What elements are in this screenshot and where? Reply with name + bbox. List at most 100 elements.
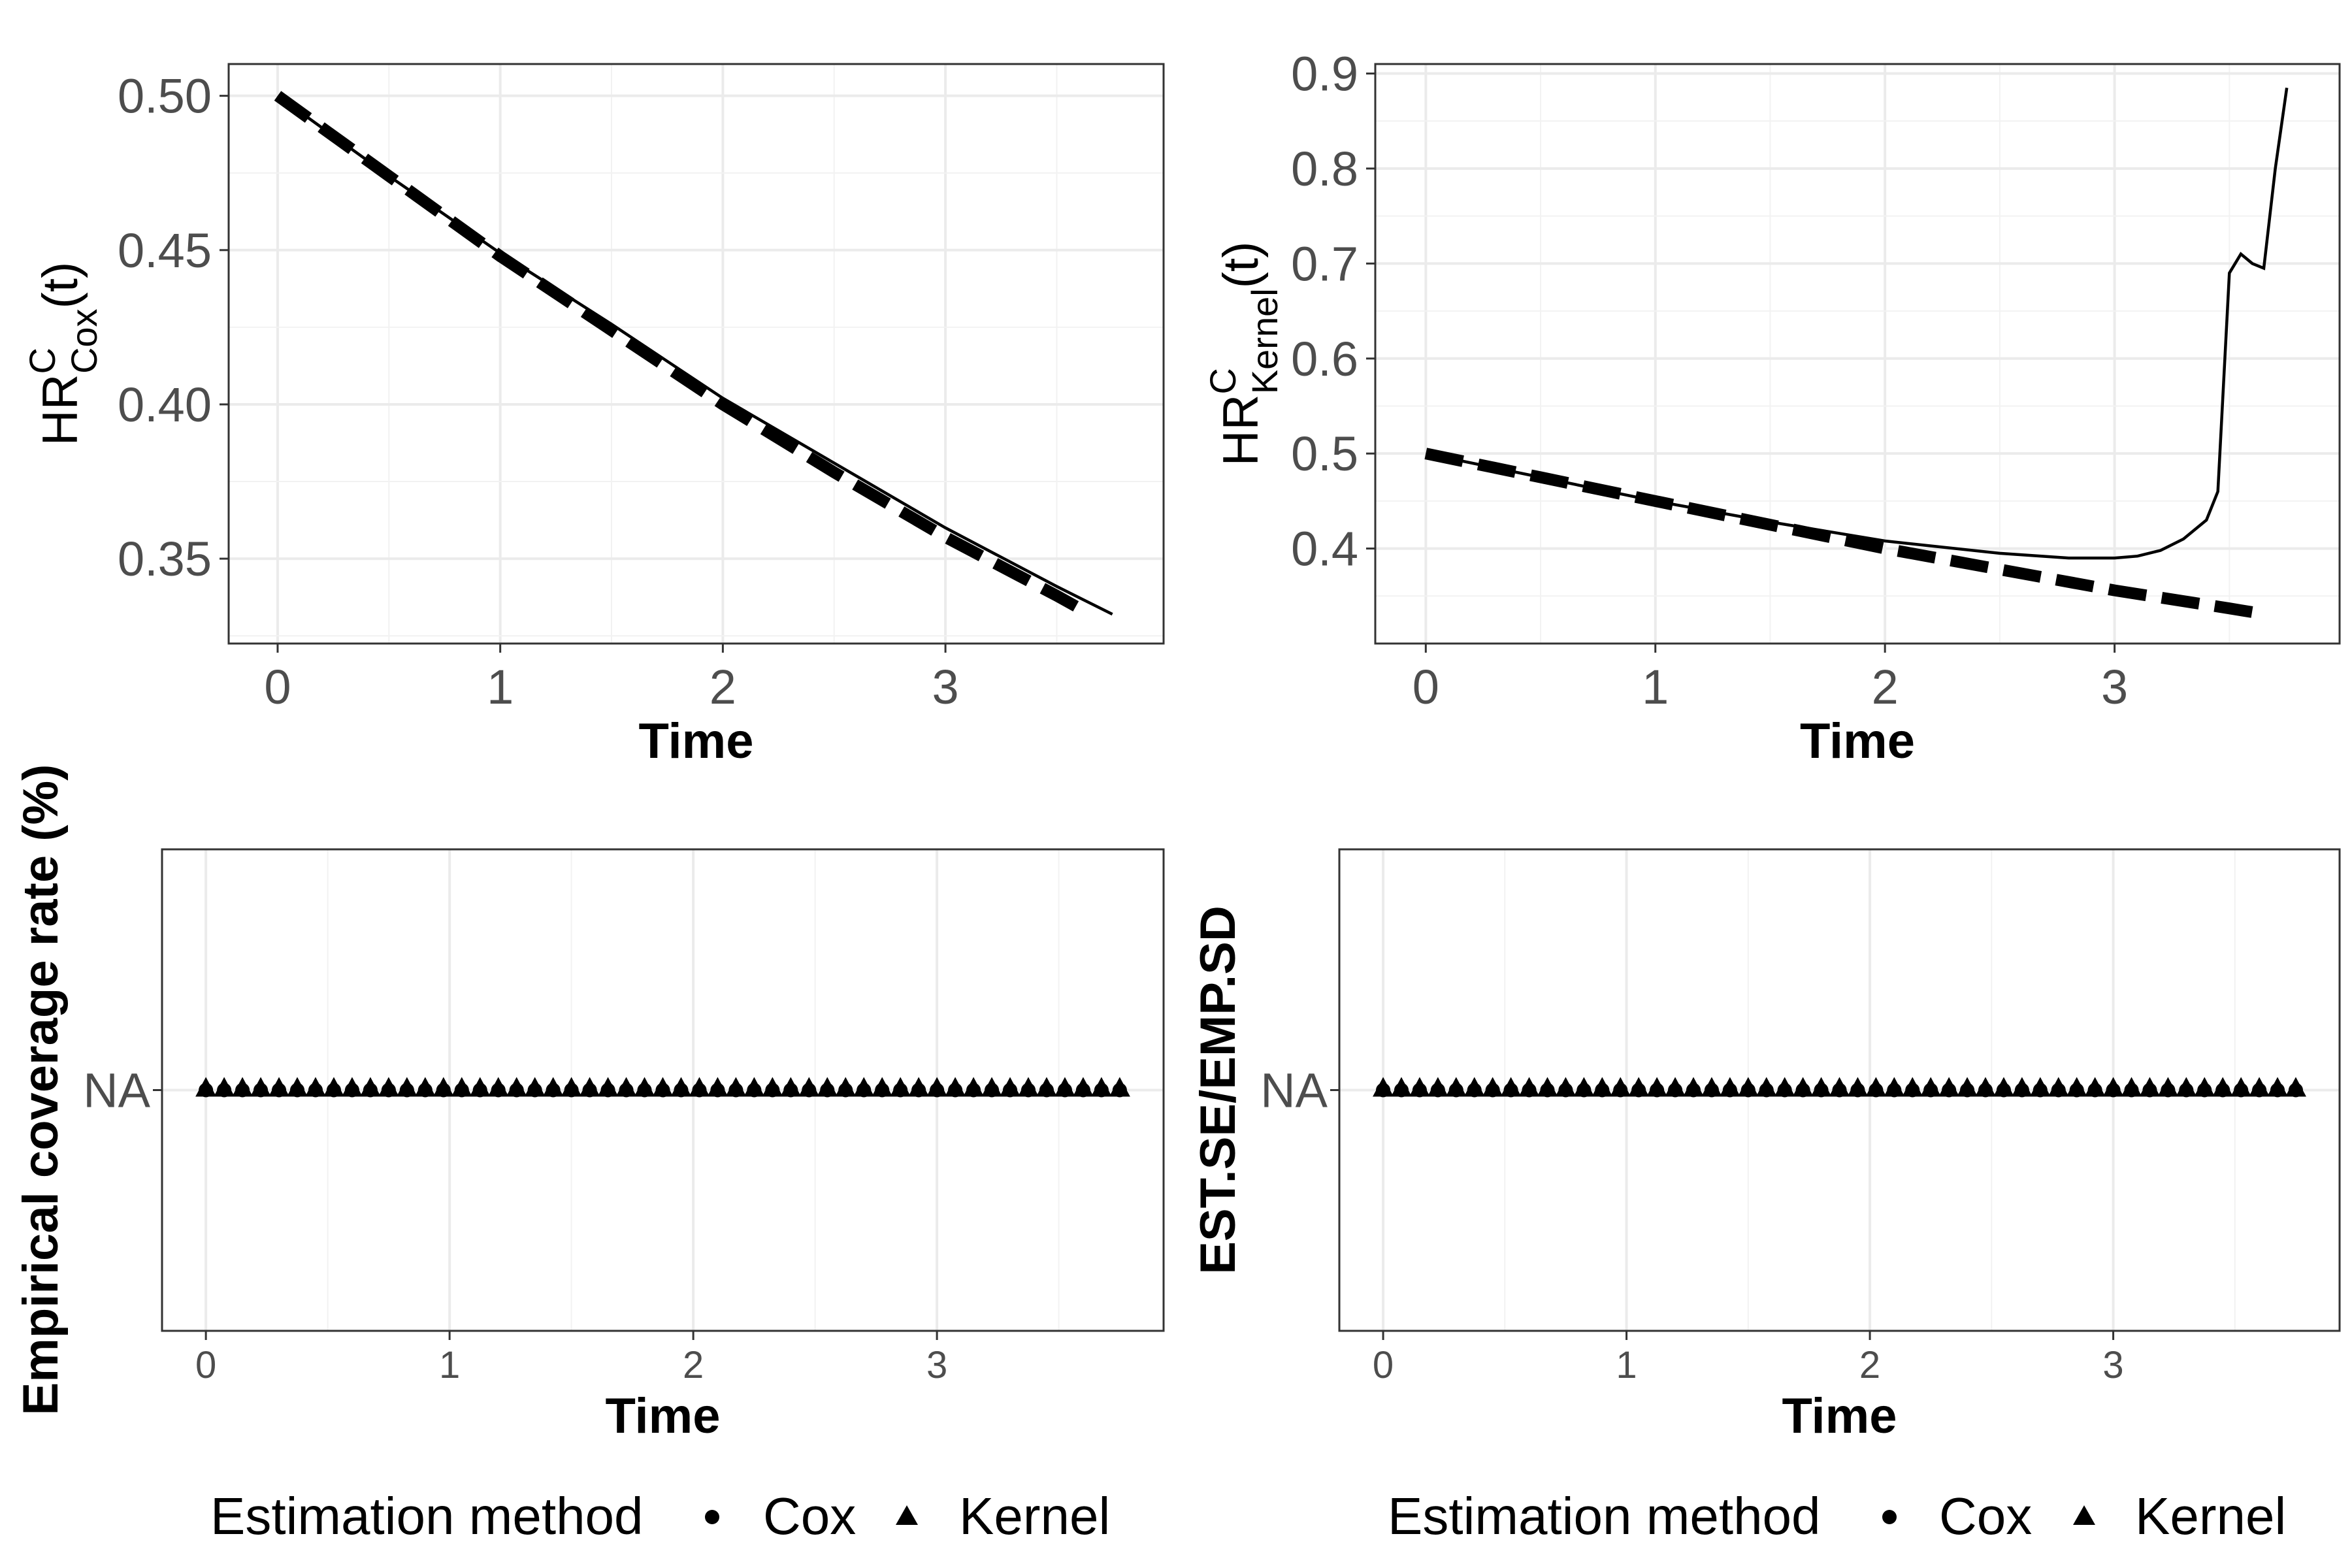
legend-title: Estimation method <box>210 1487 644 1545</box>
legend-circle-icon <box>1882 1510 1897 1524</box>
point-kernel <box>597 1077 619 1097</box>
point-kernel <box>1463 1077 1485 1097</box>
y-axis-title: Empirical coverage rate (%) <box>13 764 69 1416</box>
y-tick-label: NA <box>1260 1064 1328 1118</box>
x-tick-label: 3 <box>932 660 959 714</box>
point-kernel <box>250 1077 272 1097</box>
point-kernel <box>2212 1077 2234 1097</box>
y-axis-title-sup: C <box>22 348 63 374</box>
y-axis-title: HRCKernel(t) <box>1202 242 1285 466</box>
panel-coverage-rate: 0 1 2 3 NA Time Empirical coverage rate (%) <box>13 764 1165 1444</box>
x-axis-title: Time <box>1800 713 1915 769</box>
y-tick-label: 0.45 <box>118 223 212 278</box>
point-kernel <box>269 1077 290 1097</box>
x-tick-label: 1 <box>439 1344 460 1386</box>
point-kernel <box>2066 1077 2087 1097</box>
panel-hr-cox: 0 1 2 3 0.35 0.40 0.45 0.50 Time HRCCox(t) <box>22 63 1165 769</box>
point-kernel <box>1884 1077 1905 1097</box>
point-kernel <box>487 1077 509 1097</box>
series-line-dashed <box>274 91 1082 613</box>
point-kernel <box>2267 1077 2289 1097</box>
point-kernel <box>524 1077 546 1097</box>
point-kernel <box>304 1077 326 1097</box>
point-kernel <box>1847 1077 1869 1097</box>
point-kernel <box>908 1077 930 1097</box>
point-kernel <box>2139 1077 2161 1097</box>
point-kernel <box>1682 1077 1704 1097</box>
point-kernel <box>1792 1077 1814 1097</box>
x-tick-label: 3 <box>2102 1344 2123 1386</box>
panel-se-ratio: 0 1 2 3 NA Time EST.SE/EMP.SD <box>1190 848 2341 1444</box>
y-axis-title-suffix: (t) <box>33 262 88 309</box>
x-axis-title: Time <box>638 713 753 769</box>
point-kernel <box>1610 1077 1631 1097</box>
panel-border <box>227 63 1165 645</box>
x-tick-label: 0 <box>195 1344 216 1386</box>
legend-triangle-icon <box>896 1505 918 1525</box>
point-kernel <box>1482 1077 1503 1097</box>
point-kernel <box>1409 1077 1430 1097</box>
point-kernel <box>1993 1077 2014 1097</box>
y-axis-title-main: HR <box>1213 395 1269 466</box>
point-kernel <box>1036 1077 1057 1097</box>
point-kernel <box>378 1077 399 1097</box>
point-kernel <box>469 1077 491 1097</box>
legend-right: Estimation method Cox Kernel <box>1388 1487 2286 1545</box>
point-kernel <box>1054 1077 1075 1097</box>
y-tick-label: 0.4 <box>1291 522 1358 576</box>
y-tick-label: 0.5 <box>1291 427 1358 481</box>
x-tick-label: 0 <box>264 660 291 714</box>
x-tick-label: 1 <box>1642 660 1669 714</box>
point-kernel <box>1719 1077 1740 1097</box>
y-axis-title-suffix: (t) <box>1213 242 1269 289</box>
point-kernel <box>1500 1077 1522 1097</box>
x-tick-label: 2 <box>1859 1344 1880 1386</box>
x-tick-label: 1 <box>487 660 514 714</box>
point-kernel <box>1865 1077 1887 1097</box>
point-kernel <box>396 1077 417 1097</box>
point-kernel <box>2285 1077 2306 1097</box>
point-kernel <box>2048 1077 2069 1097</box>
x-tick-label: 3 <box>2101 660 2128 714</box>
point-kernel <box>2230 1077 2252 1097</box>
point-kernel <box>780 1077 802 1097</box>
point-kernel <box>323 1077 344 1097</box>
point-kernel <box>945 1077 966 1097</box>
point-kernel <box>707 1077 728 1097</box>
point-kernel <box>1701 1077 1722 1097</box>
legend-title: Estimation method <box>1388 1487 1821 1545</box>
point-kernel <box>232 1077 253 1097</box>
point-kernel <box>214 1077 235 1097</box>
point-kernel <box>1646 1077 1668 1097</box>
x-tick-label: 3 <box>926 1344 947 1386</box>
point-kernel <box>2249 1077 2270 1097</box>
panel-hr-kernel: 0 1 2 3 0.4 0.5 0.6 0.7 0.8 0.9 Time HRCKernel(t) <box>1202 47 2341 769</box>
point-kernel <box>1373 1077 1394 1097</box>
point-kernel <box>542 1077 564 1097</box>
point-kernel <box>341 1077 363 1097</box>
y-axis-title: EST.SE/EMP.SD <box>1190 906 1246 1275</box>
point-kernel <box>2011 1077 2033 1097</box>
point-kernel <box>817 1077 838 1097</box>
point-kernel <box>1427 1077 1448 1097</box>
point-kernel <box>762 1077 783 1097</box>
point-kernel <box>981 1077 1003 1097</box>
legend-left: Estimation method Cox Kernel <box>210 1487 1110 1545</box>
point-kernel <box>359 1077 381 1097</box>
point-kernel <box>451 1077 472 1097</box>
panel-border <box>1374 63 2341 645</box>
point-kernel <box>2084 1077 2106 1097</box>
point-kernel <box>743 1077 765 1097</box>
point-kernel <box>926 1077 948 1097</box>
x-tick-label: 2 <box>710 660 736 714</box>
point-kernel <box>652 1077 674 1097</box>
point-kernel <box>1445 1077 1467 1097</box>
point-kernel <box>963 1077 985 1097</box>
point-kernel <box>1920 1077 1942 1097</box>
x-axis-title: Time <box>605 1388 720 1444</box>
point-kernel <box>1756 1077 1777 1097</box>
y-axis-title-sub: Cox <box>63 308 105 374</box>
legend-label-cox: Cox <box>763 1487 856 1545</box>
